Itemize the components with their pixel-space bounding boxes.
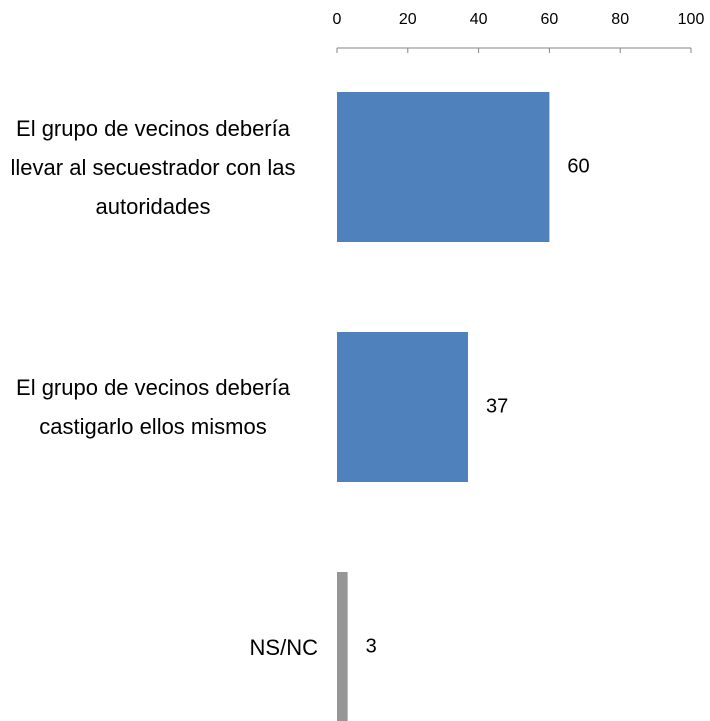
data-label: 60	[567, 155, 589, 177]
y-tick-label: El grupo de vecinos debería llevar al se…	[10, 115, 296, 219]
x-tick-label: 20	[399, 11, 417, 28]
category-label-box: El grupo de vecinos debería llevar al se…	[0, 57, 318, 277]
data-label: 37	[486, 395, 508, 417]
bar	[337, 332, 468, 482]
y-tick-label: NS/NC	[249, 634, 318, 660]
bar	[337, 572, 348, 721]
category-label-box: El grupo de vecinos debería castigarlo e…	[0, 297, 318, 517]
x-tick-label: 0	[333, 11, 342, 28]
x-tick-label: 100	[678, 11, 705, 28]
y-tick-label: El grupo de vecinos debería castigarlo e…	[16, 375, 290, 439]
x-tick-label: 40	[470, 11, 488, 28]
data-label: 3	[366, 635, 377, 657]
x-tick-label: 60	[541, 11, 559, 28]
category-label-box: NS/NC	[0, 537, 318, 721]
bar	[337, 92, 550, 242]
x-tick-label: 80	[611, 11, 629, 28]
